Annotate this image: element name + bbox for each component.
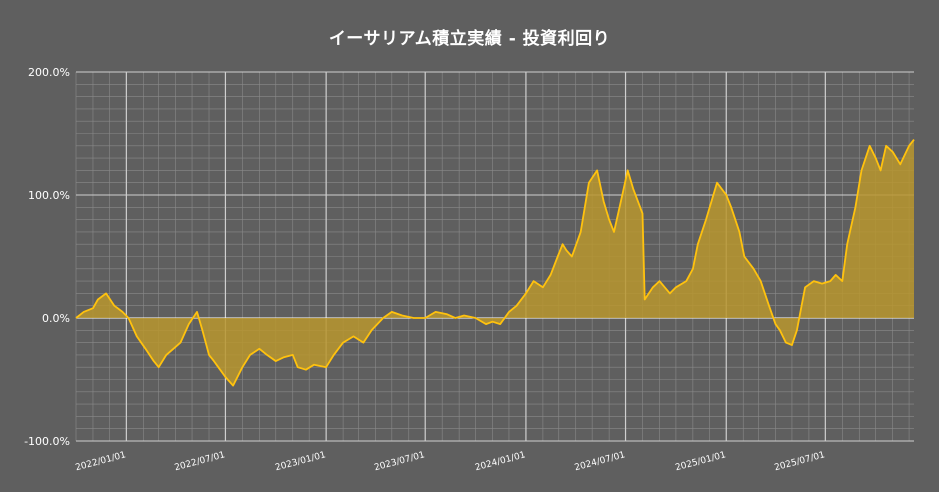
x-tick-label: 2022/07/01 [174,450,227,473]
x-tick-label: 2022/01/01 [74,450,127,473]
series-area [76,139,914,386]
x-tick-label: 2024/01/01 [474,450,527,473]
chart-title: イーサリアム積立実績 - 投資利回り [328,29,611,49]
y-tick-label: 0.0% [42,312,70,325]
x-tick-label: 2024/07/01 [574,450,627,473]
x-tick-label: 2023/01/01 [274,450,327,473]
grid-layer [75,71,914,442]
x-tick-label: 2023/07/01 [373,450,426,473]
y-tick-label: -100.0% [24,435,70,448]
series-line [75,139,915,387]
y-tick-label: 100.0% [28,189,70,202]
series-layer [75,139,915,387]
y-tick-label: 200.0% [28,66,70,79]
x-tick-label: 2025/07/01 [773,450,826,473]
x-tick-label: 2025/01/01 [674,450,727,473]
